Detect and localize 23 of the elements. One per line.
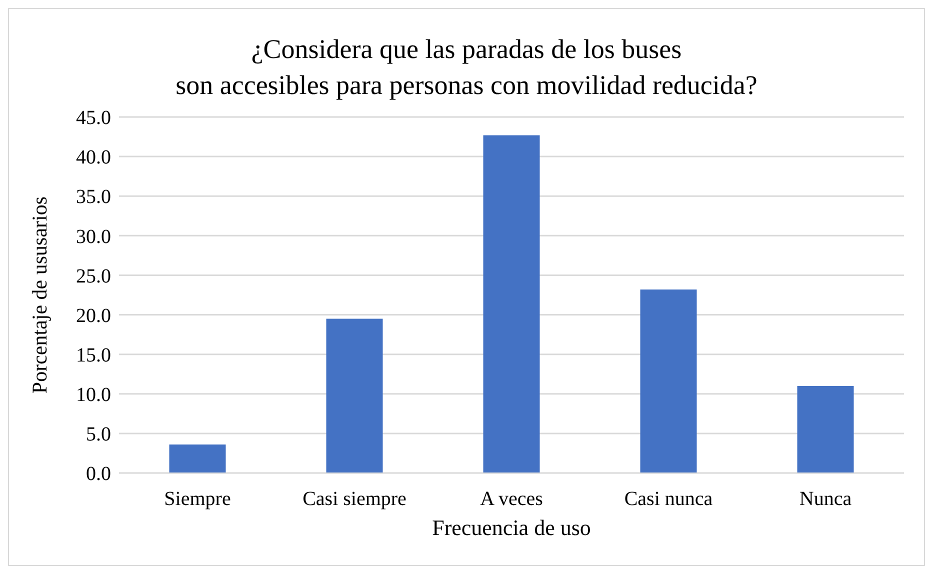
y-tick-label: 25.0 [76,265,111,288]
y-tick-label: 20.0 [76,304,111,327]
bar [797,386,854,473]
y-tick-label: 35.0 [76,186,111,208]
y-tick-label: 30.0 [76,226,111,248]
bar [640,289,697,473]
y-tick-label: 0.0 [86,463,111,486]
x-tick-label: Nunca [799,488,852,510]
bar [326,318,383,473]
bar [169,444,226,473]
x-tick-label: A veces [480,488,544,510]
x-tick-label: Casi nunca [624,488,713,510]
y-axis-title: Porcentaje de ususarios [27,196,52,394]
y-tick-label: 10.0 [76,384,111,406]
y-tick-label: 5.0 [86,424,111,446]
x-tick-label: Siempre [164,488,231,510]
y-tick-label: 45.0 [76,107,111,130]
y-tick-label: 15.0 [76,344,111,366]
x-tick-label: Casi siempre [302,488,407,510]
chart-title: ¿Considera que las paradas de los buses son accesibles para personas con movilidad reducida? [174,33,758,102]
y-tick-label: 40.0 [76,146,111,169]
x-axis-title: Frecuencia de uso [432,515,591,540]
bar [483,135,540,473]
